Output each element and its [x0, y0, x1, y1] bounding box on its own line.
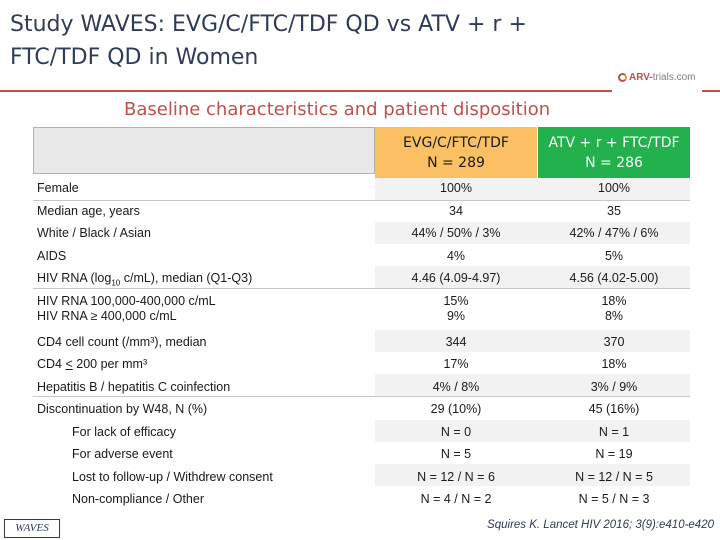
row-value-atv: N = 12 / N = 5 [575, 470, 653, 484]
row-value-atv: 5% [604, 249, 624, 263]
row-value-evg: 4.46 (4.09-4.97) [411, 271, 501, 285]
row-label: Median age, years [37, 204, 140, 218]
title-divider-left [0, 90, 612, 92]
row-value-evg: N = 4 / N = 2 [420, 492, 492, 506]
row-label: HIV RNA 100,000-400,000 c/mL HIV RNA ≥ 40… [37, 294, 216, 323]
slide-title: Study WAVES: EVG/C/FTC/TDF QD vs ATV + r… [10, 12, 527, 70]
row-value-atv: 4.56 (4.02-5.00) [569, 271, 659, 285]
column-header-name: EVG/C/FTC/TDF [403, 134, 509, 151]
row-value-atv: N = 5 / N = 3 [578, 492, 650, 506]
slide-subtitle: Baseline characteristics and patient dis… [124, 99, 551, 120]
row-label: White / Black / Asian [37, 226, 151, 240]
row-band [375, 330, 690, 352]
row-label: HIV RNA (log10 c/mL), median (Q1-Q3) [37, 271, 253, 288]
row-band [375, 266, 690, 288]
table-divider [33, 200, 690, 201]
row-label: Discontinuation by W48, N (%) [37, 402, 208, 416]
row-value-evg: 100% [440, 181, 472, 195]
row-label: For adverse event [72, 447, 173, 461]
row-band [375, 420, 690, 442]
row-value-evg: 15% 9% [443, 294, 469, 323]
reference-citation: Squires K. Lancet HIV 2016; 3(9):e410-e4… [487, 519, 714, 531]
row-band [375, 464, 690, 486]
row-value-evg: N = 5 [440, 447, 472, 461]
row-value-evg: 34 [449, 204, 463, 218]
column-header-name: ATV + r + FTC/TDF [548, 134, 680, 151]
row-value-atv: 18% [601, 357, 627, 371]
row-value-atv: 3% / 9% [590, 380, 638, 394]
row-label: For lack of efficacy [72, 425, 176, 439]
row-value-evg: 29 (10%) [430, 402, 482, 416]
row-value-evg: 4% [446, 249, 466, 263]
row-value-evg: N = 12 / N = 6 [417, 470, 495, 484]
column-header-n: N = 289 [427, 154, 485, 171]
row-value-evg: 44% / 50% / 3% [411, 226, 501, 240]
row-value-atv: 45 (16%) [588, 402, 640, 416]
row-value-atv: 42% / 47% / 6% [569, 226, 659, 240]
logo-text-arv: ARV- [629, 72, 653, 83]
table-header-blank [33, 127, 375, 174]
title-divider-right [702, 90, 720, 92]
logo-circle-icon [618, 72, 627, 82]
column-header-n: N = 286 [585, 154, 643, 171]
row-label: Lost to follow-up / Withdrew consent [72, 470, 273, 484]
row-value-evg: 17% [443, 357, 469, 371]
row-band [375, 374, 690, 396]
column-header-evg: EVG/C/FTC/TDF N = 289 [375, 127, 537, 178]
row-label: Female [37, 181, 79, 195]
study-tag: WAVES [4, 519, 60, 538]
row-value-atv: N = 1 [598, 425, 630, 439]
row-value-atv: 370 [603, 335, 625, 349]
row-value-atv: 18% 8% [601, 294, 627, 323]
row-value-evg: 344 [445, 335, 467, 349]
row-label: Non-compliance / Other [72, 492, 205, 506]
row-value-atv: 35 [607, 204, 621, 218]
row-label: Hepatitis B / hepatitis C coinfection [37, 380, 231, 394]
row-label: CD4 < 200 per mm³ [37, 357, 148, 371]
logo-text-trials: trials.com [652, 72, 696, 83]
row-value-evg: N = 0 [440, 425, 472, 439]
row-label: CD4 cell count (/mm³), median [37, 335, 207, 349]
table-divider [33, 288, 690, 289]
row-band [375, 222, 690, 244]
table-divider [33, 396, 690, 397]
row-value-evg: 4% / 8% [432, 380, 480, 394]
row-label: AIDS [37, 249, 67, 263]
column-header-atv: ATV + r + FTC/TDF N = 286 [538, 127, 690, 178]
arv-trials-logo: ARV-trials.com [618, 70, 698, 86]
row-band [375, 178, 690, 200]
row-value-atv: 100% [598, 181, 630, 195]
row-value-atv: N = 19 [595, 447, 633, 461]
